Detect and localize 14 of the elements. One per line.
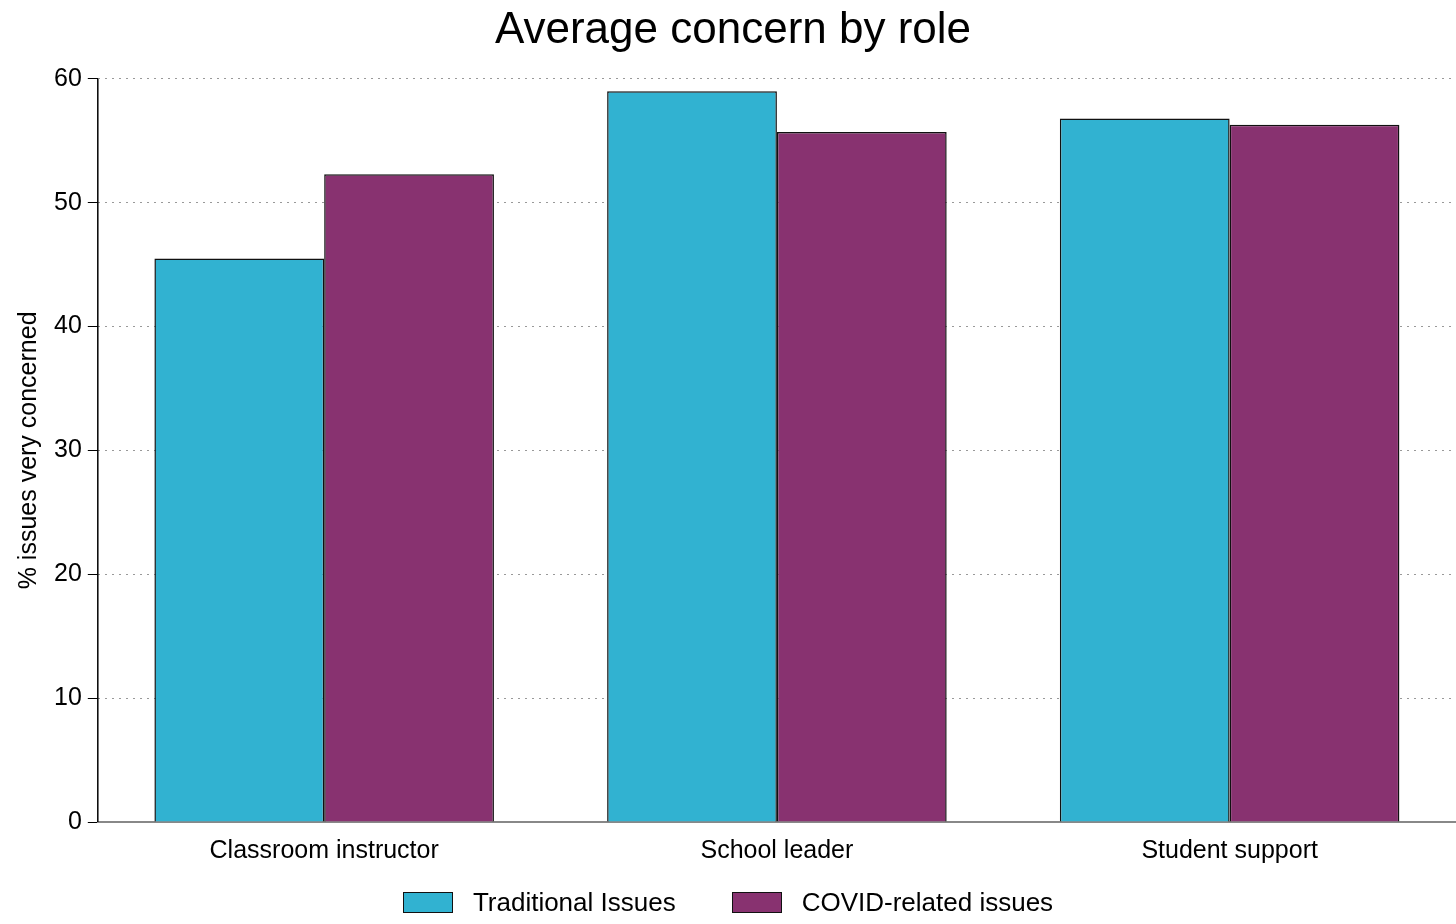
y-axis-title: % issues very concerned — [12, 311, 41, 590]
y-tick-label: 40 — [54, 310, 82, 339]
y-tick-label: 10 — [54, 682, 82, 711]
y-tick-label: 60 — [54, 62, 82, 91]
x-tick-label: Classroom instructor — [209, 834, 439, 863]
x-tick-label: Student support — [1141, 834, 1318, 863]
y-tick-label: 50 — [54, 186, 82, 215]
y-tick-label: 20 — [54, 558, 82, 587]
text: COVID-related issues — [801, 886, 1054, 918]
y-tick-label: 0 — [67, 805, 82, 834]
y-tick-label: 30 — [54, 434, 82, 463]
legend-label: Traditional Issues — [472, 886, 676, 918]
chart-title: Average concern by role — [494, 2, 972, 52]
x-tick-label: School leader — [700, 834, 854, 863]
